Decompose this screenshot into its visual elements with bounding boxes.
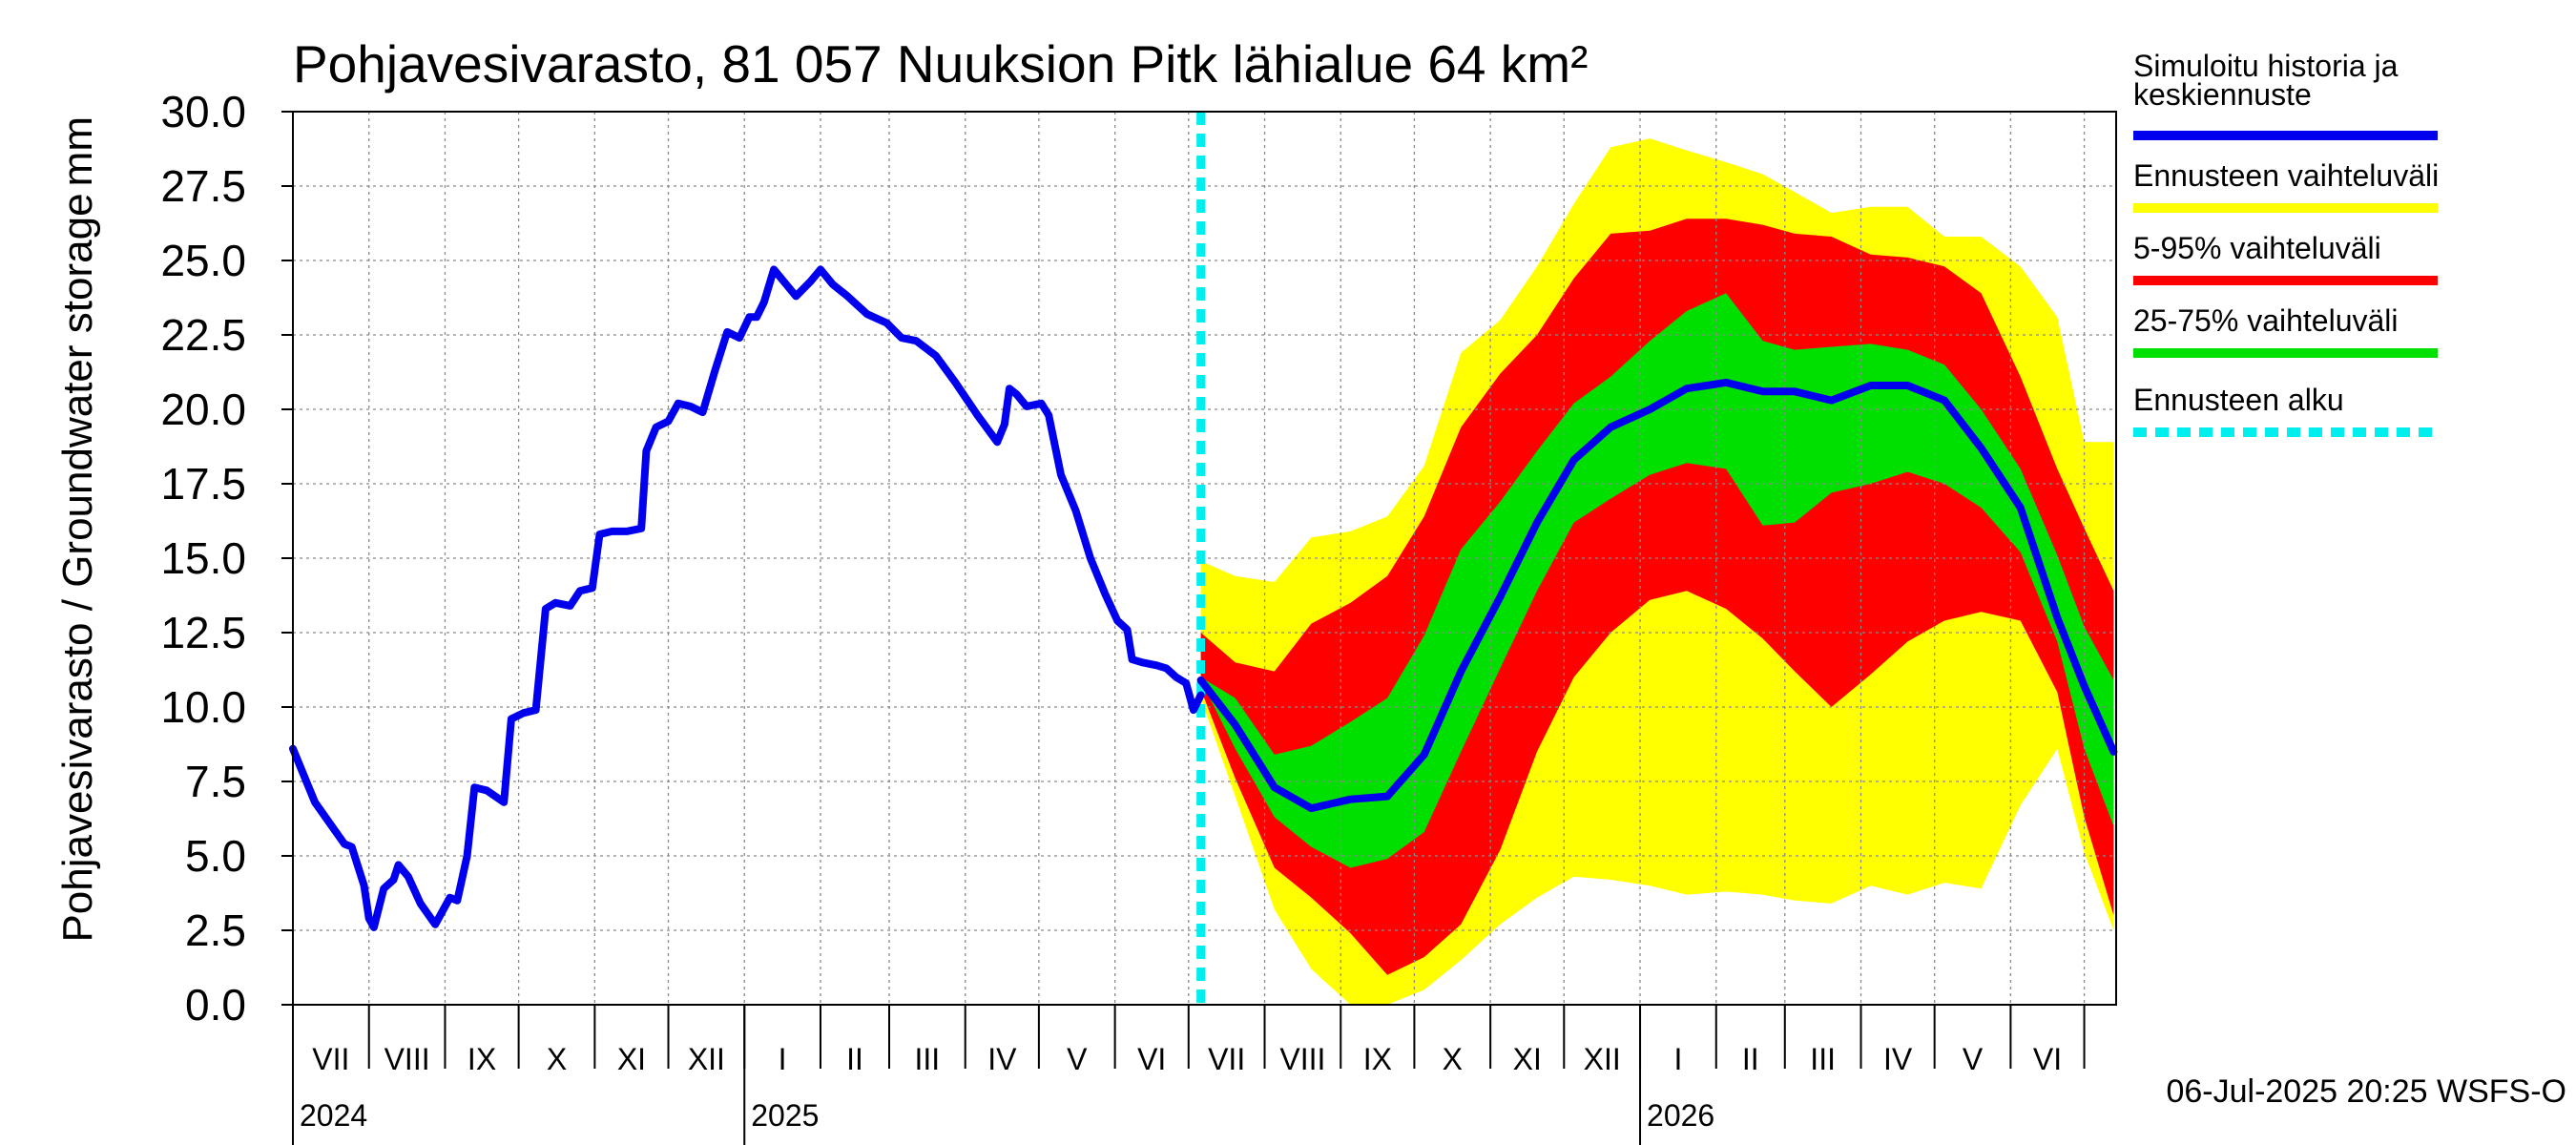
- legend-label: Ennusteen vaihteluväli: [2133, 158, 2439, 193]
- y-tick-label: 22.5: [160, 310, 246, 360]
- x-month-label: IV: [987, 1042, 1017, 1076]
- y-tick-label: 27.5: [160, 161, 246, 211]
- x-month-label: X: [1443, 1042, 1463, 1076]
- x-month-label: I: [1673, 1042, 1682, 1076]
- y-tick-label: 5.0: [185, 831, 246, 881]
- band-25-75: [1200, 293, 2114, 868]
- y-tick-label: 20.0: [160, 385, 246, 434]
- x-month-label: VI: [2033, 1042, 2062, 1076]
- plot-frame: [292, 111, 2117, 1006]
- x-year-label: 2025: [751, 1098, 819, 1133]
- y-tick-label: 25.0: [160, 236, 246, 285]
- x-year-label: 2024: [300, 1098, 367, 1133]
- legend-label: 5-95% vaihteluväli: [2133, 231, 2381, 265]
- x-year-label: 2026: [1647, 1098, 1714, 1133]
- x-month-label: XII: [688, 1042, 725, 1076]
- y-tick-label: 12.5: [160, 608, 246, 657]
- x-month-label: XI: [1513, 1042, 1542, 1076]
- grid-lines: [293, 111, 2116, 1006]
- x-month-label: IX: [467, 1042, 496, 1076]
- y-tick-label: 15.0: [160, 533, 246, 583]
- y-axis-unit: mm: [54, 116, 101, 186]
- history-line: [289, 265, 1205, 931]
- x-month-label: V: [1067, 1042, 1088, 1076]
- x-month-label: IX: [1363, 1042, 1392, 1076]
- chart-title: Pohjavesivarasto, 81 057 Nuuksion Pitk l…: [293, 34, 1588, 94]
- x-month-label: IV: [1883, 1042, 1913, 1076]
- x-month-label: VII: [312, 1042, 349, 1076]
- y-tick-label: 10.0: [160, 682, 246, 732]
- x-month-label: II: [846, 1042, 863, 1076]
- x-month-label: VIII: [384, 1042, 430, 1076]
- x-month-label: VIII: [1279, 1042, 1325, 1076]
- y-tick-label: 0.0: [185, 980, 246, 1030]
- y-axis-label: Pohjavesivarasto / Groundwater storage: [54, 193, 101, 942]
- x-month-label: XI: [617, 1042, 646, 1076]
- y-tick-label: 17.5: [160, 459, 246, 509]
- x-month-label: V: [1963, 1042, 1984, 1076]
- x-month-label: I: [779, 1042, 787, 1076]
- legend-label: 25-75% vaihteluväli: [2133, 303, 2399, 338]
- x-month-label: II: [1742, 1042, 1759, 1076]
- timestamp: 06-Jul-2025 20:25 WSFS-O: [2166, 1073, 2566, 1110]
- x-month-label: VI: [1137, 1042, 1166, 1076]
- y-axis: 0.0 2.5 5.0 7.5 10.0 12.5 15.0 17.5 20.0 22.5 25.0…: [160, 87, 293, 1030]
- x-month-label: III: [1810, 1042, 1836, 1076]
- y-tick-label: 7.5: [185, 757, 246, 806]
- legend-label: Ennusteen alku: [2133, 383, 2344, 417]
- x-month-label: X: [547, 1042, 567, 1076]
- legend-label: keskiennuste: [2133, 77, 2312, 112]
- y-tick-label: 30.0: [160, 87, 246, 136]
- x-month-label: III: [915, 1042, 941, 1076]
- series-lines: [289, 112, 2118, 1005]
- x-month-label: XII: [1584, 1042, 1621, 1076]
- forecast-bands: [1200, 138, 2114, 1006]
- median-forecast-line: [1196, 378, 2118, 813]
- legend-label: Simuloitu historia ja: [2133, 49, 2399, 83]
- x-month-label: VII: [1208, 1042, 1245, 1076]
- x-axis: VII VIII IX X XI XII I II III IV V VI VII VIII IX X XI XI…: [292, 1005, 2086, 1145]
- y-tick-label: 2.5: [185, 906, 246, 955]
